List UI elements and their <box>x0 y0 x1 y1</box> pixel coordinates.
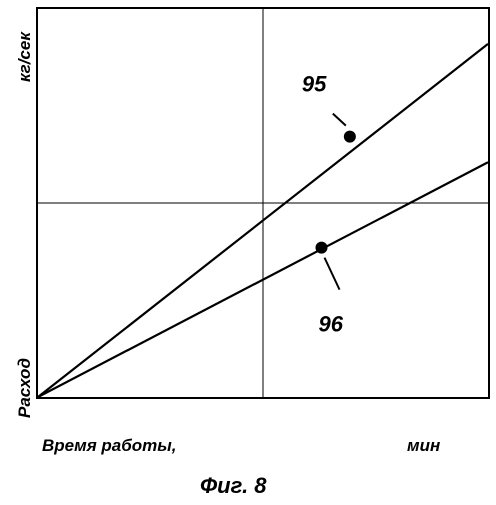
callout-label-96: 96 <box>319 312 344 337</box>
plot-frame <box>36 7 490 399</box>
callout-label-95: 95 <box>302 72 327 97</box>
series-group: 95 96 <box>37 43 489 398</box>
y-axis-unit-label: кг/сек <box>15 31 34 82</box>
series-marker-96 <box>315 241 328 254</box>
callout-leader-96 <box>323 257 341 291</box>
figure-caption: Фиг. 8 <box>200 473 267 498</box>
series-line-95 <box>37 43 489 398</box>
y-axis-label: Расход <box>15 358 34 418</box>
series-marker-95 <box>343 130 356 143</box>
x-axis-label: Время работы, <box>42 436 177 455</box>
series-line-96 <box>37 161 489 398</box>
callout-leader-95 <box>332 112 347 127</box>
x-axis-unit-label: мин <box>407 436 440 455</box>
grid-lines <box>38 9 488 397</box>
